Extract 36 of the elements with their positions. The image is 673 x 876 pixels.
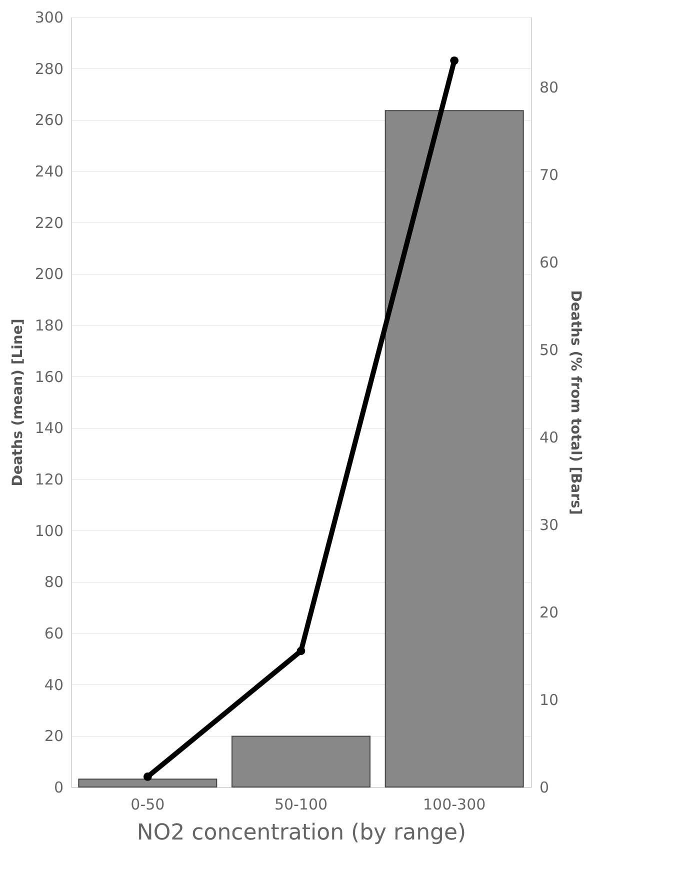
- y2-tick-label: 50: [540, 341, 559, 359]
- y-tick-label: 40: [44, 676, 64, 694]
- y2-axis-title: Deaths (% from total) [Bars]: [568, 290, 584, 515]
- y2-tick-label: 60: [540, 254, 559, 272]
- y-tick-label: 240: [34, 162, 64, 180]
- y-tick-label: 140: [34, 419, 64, 438]
- y-tick-label: 280: [34, 60, 64, 78]
- y-tick-label: 260: [34, 111, 64, 130]
- y-tick-label: 60: [44, 624, 64, 642]
- y2-tick-label: 10: [540, 691, 559, 709]
- x-axis-title: NO2 concentration (by range): [136, 820, 466, 846]
- point: [450, 56, 459, 65]
- y-tick-label: 160: [34, 368, 64, 386]
- point: [296, 646, 306, 656]
- y-tick-label: 0: [54, 778, 64, 796]
- y-tick-label: 220: [34, 214, 64, 232]
- y-tick-label: 300: [34, 8, 64, 26]
- y-tick-label: 180: [34, 316, 64, 334]
- y-tick-label: 100: [34, 522, 64, 540]
- y-tick-label: 20: [44, 727, 64, 746]
- y2-tick-label: 40: [540, 428, 559, 446]
- y2-tick-label: 70: [540, 166, 559, 184]
- y2-tick-label: 0: [540, 778, 550, 796]
- y2-tick-label: 30: [540, 516, 559, 534]
- y-axis-title: Deaths (mean) [Line]: [10, 318, 26, 486]
- y-tick-label: 80: [44, 573, 64, 592]
- y2-tick-label: 20: [540, 604, 559, 622]
- bar: [78, 778, 218, 788]
- x-tick-label: 100-300: [422, 796, 486, 814]
- x-tick-label: 0-50: [130, 796, 165, 814]
- point: [143, 772, 152, 781]
- bar: [232, 736, 370, 788]
- y-tick-label: 200: [34, 265, 64, 284]
- x-tick-label: 50-100: [274, 796, 328, 814]
- y-tick-label: 120: [34, 470, 64, 488]
- y2-tick-label: 80: [540, 78, 559, 96]
